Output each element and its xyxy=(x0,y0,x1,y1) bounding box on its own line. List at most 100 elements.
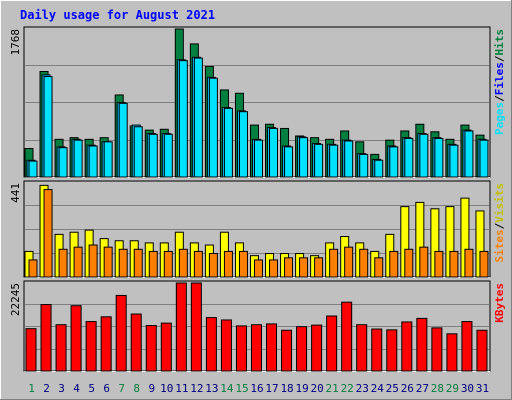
bar-kbytes-day-16 xyxy=(250,324,262,372)
bar-sites-day-14 xyxy=(223,250,233,278)
day-label-21: 21 xyxy=(326,382,339,395)
bar-kbytes-day-27 xyxy=(416,317,428,372)
day-label-27: 27 xyxy=(416,382,429,395)
bar-sites-day-3 xyxy=(58,248,68,278)
chart-title: Daily usage for August 2021 xyxy=(20,8,215,22)
bar-sites-day-30 xyxy=(464,248,474,278)
bar-sites-day-18 xyxy=(284,257,294,278)
bar-sites-day-31 xyxy=(479,250,489,278)
bar-kbytes-day-3 xyxy=(55,324,67,372)
bar-pages-day-5 xyxy=(88,145,98,178)
bar-kbytes-day-20 xyxy=(311,324,323,372)
bar-sites-day-24 xyxy=(374,257,384,278)
bar-sites-day-2 xyxy=(43,189,53,278)
day-label-31: 31 xyxy=(476,382,489,395)
bar-sites-day-27 xyxy=(419,246,429,278)
day-label-14: 14 xyxy=(220,382,234,395)
day-label-13: 13 xyxy=(205,382,218,395)
bar-kbytes-day-24 xyxy=(371,328,383,372)
bar-pages-day-6 xyxy=(103,141,113,178)
bar-kbytes-day-11 xyxy=(175,282,187,372)
day-label-15: 15 xyxy=(235,382,248,395)
legend-middle: Sites/Visits xyxy=(493,183,506,263)
bar-pages-day-12 xyxy=(193,57,203,178)
bar-pages-day-2 xyxy=(43,76,53,178)
legend-item-top-3: / xyxy=(493,55,506,62)
bar-sites-day-19 xyxy=(299,257,309,278)
bar-kbytes-day-17 xyxy=(266,323,278,372)
day-label-9: 9 xyxy=(148,382,155,395)
bar-kbytes-day-2 xyxy=(40,304,52,372)
day-label-17: 17 xyxy=(265,382,278,395)
day-label-24: 24 xyxy=(371,382,385,395)
bar-sites-day-23 xyxy=(359,248,369,278)
bar-kbytes-day-5 xyxy=(85,321,97,372)
legend-item-middle-1: / xyxy=(493,222,506,229)
legend-item-middle-0: Sites xyxy=(493,229,506,262)
day-label-29: 29 xyxy=(446,382,459,395)
bar-kbytes-day-6 xyxy=(100,316,112,372)
bar-pages-day-23 xyxy=(359,153,369,178)
bar-pages-day-30 xyxy=(464,130,474,178)
bar-sites-day-21 xyxy=(329,248,339,278)
bar-pages-day-7 xyxy=(118,102,128,178)
bar-sites-day-29 xyxy=(449,250,459,278)
bar-kbytes-day-23 xyxy=(356,324,368,372)
day-label-20: 20 xyxy=(311,382,324,395)
bar-kbytes-day-31 xyxy=(476,329,488,372)
bar-pages-day-31 xyxy=(479,139,489,178)
bar-sites-day-4 xyxy=(73,246,83,278)
bar-pages-day-16 xyxy=(253,139,263,178)
bar-sites-day-20 xyxy=(314,257,324,278)
bar-pages-day-14 xyxy=(223,107,233,178)
bar-kbytes-day-30 xyxy=(461,321,473,372)
bar-pages-day-18 xyxy=(284,146,294,178)
bar-sites-day-5 xyxy=(88,244,98,278)
bar-sites-day-26 xyxy=(404,248,414,278)
bar-pages-day-25 xyxy=(389,146,399,178)
bar-pages-day-28 xyxy=(434,137,444,178)
day-label-22: 22 xyxy=(341,382,354,395)
bar-pages-day-22 xyxy=(344,140,354,178)
bar-sites-day-22 xyxy=(344,246,354,278)
day-label-30: 30 xyxy=(461,382,474,395)
legend-item-top-1: / xyxy=(493,95,506,102)
bar-pages-day-3 xyxy=(58,147,68,178)
day-label-12: 12 xyxy=(190,382,203,395)
bar-pages-day-4 xyxy=(73,139,83,178)
bar-kbytes-day-4 xyxy=(70,305,82,372)
day-label-16: 16 xyxy=(250,382,263,395)
bar-kbytes-day-12 xyxy=(190,282,202,372)
bar-sites-day-16 xyxy=(253,259,263,278)
legend-top: Pages/Files/Hits xyxy=(493,29,506,135)
day-label-26: 26 xyxy=(401,382,414,395)
day-label-18: 18 xyxy=(280,382,293,395)
ymax-label-top: 1768 xyxy=(9,29,22,56)
bar-sites-day-13 xyxy=(208,253,218,278)
bar-pages-day-26 xyxy=(404,137,414,178)
bar-pages-day-29 xyxy=(449,144,459,178)
bar-kbytes-day-10 xyxy=(160,322,172,372)
legend-item-middle-2: Visits xyxy=(493,183,506,223)
day-label-25: 25 xyxy=(386,382,399,395)
bar-kbytes-day-14 xyxy=(220,319,232,372)
ymax-label-middle: 441 xyxy=(9,183,22,203)
bar-pages-day-27 xyxy=(419,133,429,178)
bar-sites-day-10 xyxy=(163,250,173,278)
bar-sites-day-6 xyxy=(103,246,113,278)
bar-sites-day-11 xyxy=(178,248,188,278)
bar-kbytes-day-21 xyxy=(326,315,338,372)
bar-pages-day-10 xyxy=(163,133,173,178)
day-label-28: 28 xyxy=(431,382,444,395)
legend-bottom: KBytes xyxy=(493,283,506,323)
bar-pages-day-20 xyxy=(314,143,324,178)
bar-sites-day-25 xyxy=(389,250,399,278)
legend-item-top-0: Pages xyxy=(493,102,506,135)
day-label-11: 11 xyxy=(175,382,188,395)
day-label-5: 5 xyxy=(88,382,95,395)
legend-item-top-2: Files xyxy=(493,62,506,95)
bar-pages-day-21 xyxy=(329,144,339,178)
bar-kbytes-day-18 xyxy=(281,329,293,372)
